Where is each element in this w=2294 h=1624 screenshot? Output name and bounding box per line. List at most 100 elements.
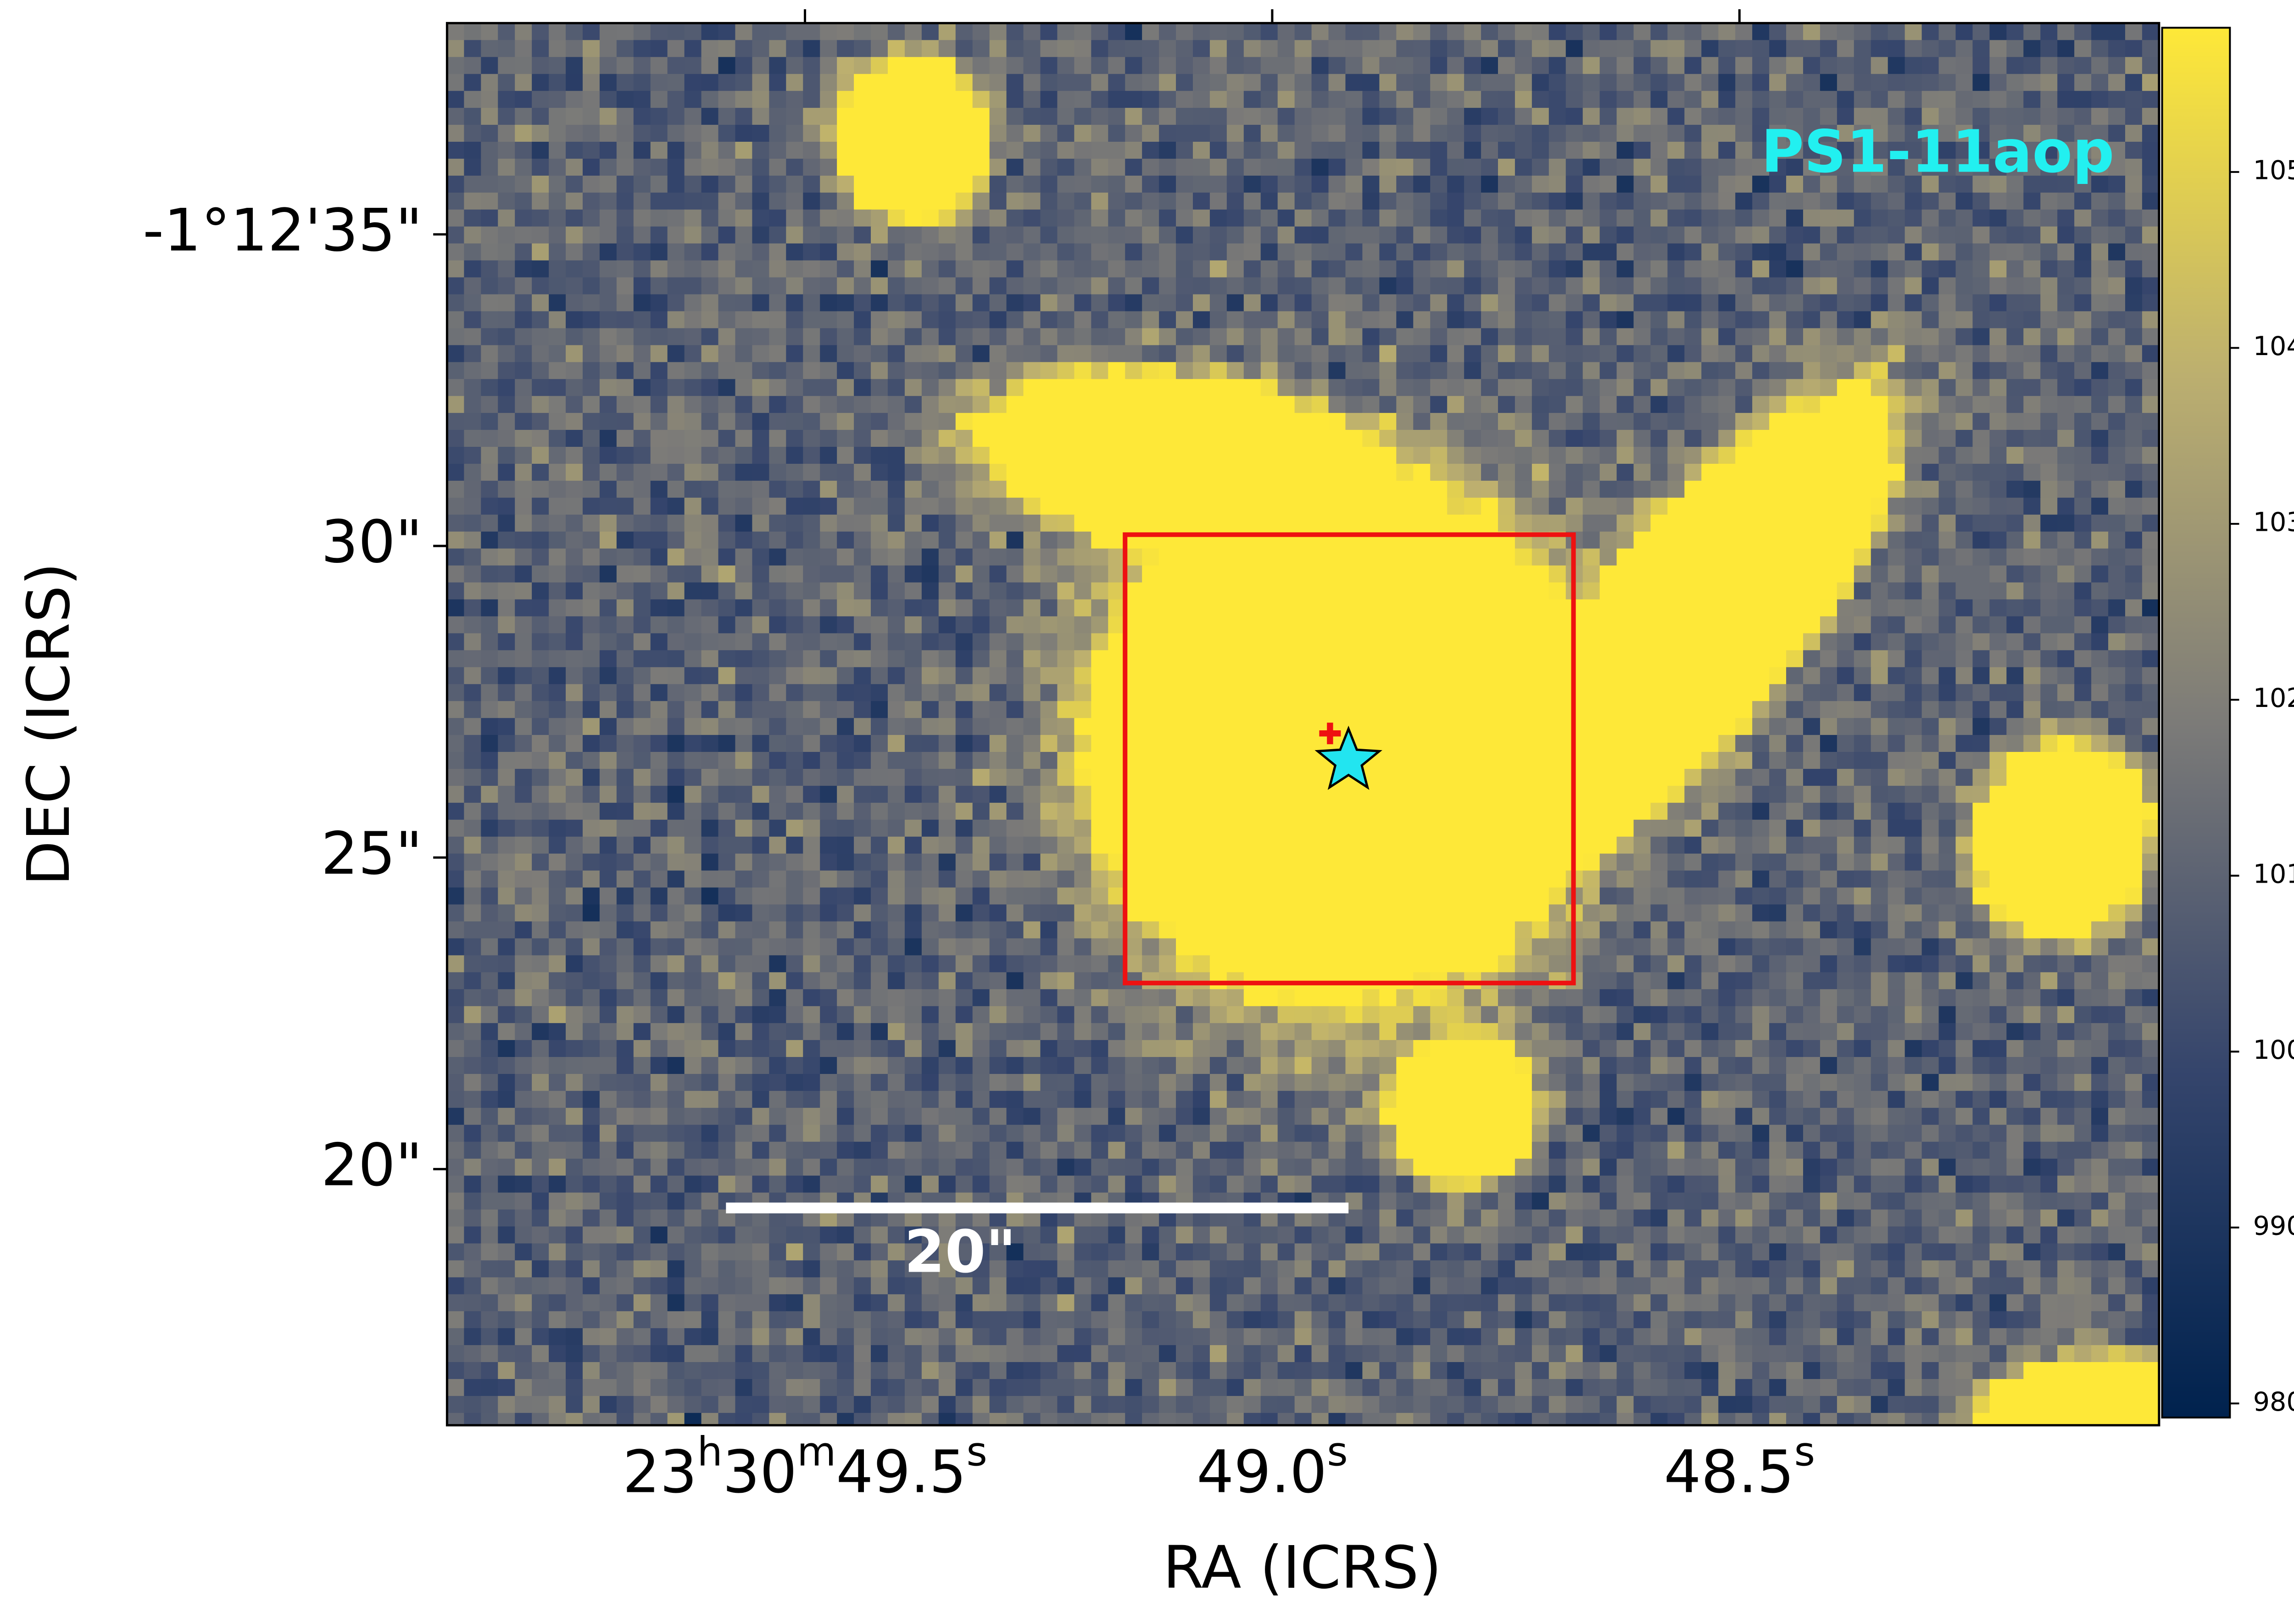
image-pixel — [667, 548, 685, 567]
image-pixel — [887, 582, 906, 601]
image-pixel — [1413, 74, 1431, 92]
image-pixel — [1667, 633, 1686, 651]
image-pixel — [464, 684, 482, 702]
image-pixel — [498, 362, 516, 380]
image-pixel — [1921, 108, 1940, 126]
image-pixel — [1582, 633, 1601, 651]
image-pixel — [1447, 548, 1465, 567]
image-pixel — [650, 599, 668, 617]
image-pixel — [1108, 430, 1126, 448]
image-pixel — [1650, 802, 1669, 821]
image-pixel — [904, 209, 923, 228]
image-pixel — [1243, 108, 1262, 126]
image-pixel — [735, 379, 753, 397]
image-pixel — [718, 396, 736, 414]
image-pixel — [1854, 616, 1872, 634]
image-pixel — [1023, 23, 1041, 41]
image-pixel — [1243, 819, 1262, 838]
image-pixel — [1447, 175, 1465, 194]
image-pixel — [447, 294, 465, 312]
image-pixel — [1498, 497, 1516, 516]
image-pixel — [1786, 91, 1804, 109]
image-pixel — [921, 752, 940, 770]
image-pixel — [1904, 362, 1923, 380]
image-pixel — [1006, 633, 1025, 651]
image-pixel — [955, 141, 974, 160]
image-pixel — [1396, 158, 1414, 177]
image-pixel — [854, 599, 872, 617]
image-pixel — [2006, 802, 2024, 821]
image-pixel — [1972, 802, 1991, 821]
image-pixel — [684, 294, 702, 312]
image-pixel — [786, 91, 804, 109]
image-pixel — [447, 277, 465, 295]
image-pixel — [1633, 582, 1652, 601]
image-pixel — [1345, 23, 1364, 41]
image-pixel — [566, 650, 584, 668]
image-pixel — [921, 243, 940, 261]
image-pixel — [1091, 480, 1109, 499]
image-pixel — [837, 616, 855, 634]
image-pixel — [1786, 497, 1804, 516]
image-pixel — [904, 718, 923, 736]
image-pixel — [1396, 294, 1414, 312]
image-pixel — [1430, 768, 1448, 787]
image-pixel — [667, 667, 685, 685]
image-pixel — [1582, 768, 1601, 787]
image-pixel — [1464, 226, 1482, 245]
image-pixel — [1514, 497, 1533, 516]
image-pixel — [1616, 345, 1635, 363]
image-pixel — [1667, 430, 1686, 448]
image-pixel — [938, 91, 957, 109]
image-pixel — [2108, 480, 2126, 499]
image-pixel — [1023, 209, 1041, 228]
image-pixel — [1209, 582, 1228, 601]
image-pixel — [1379, 158, 1398, 177]
image-pixel — [1379, 345, 1398, 363]
image-pixel — [1328, 362, 1347, 380]
image-pixel — [1904, 74, 1923, 92]
image-pixel — [515, 430, 533, 448]
image-pixel — [1345, 294, 1364, 312]
image-pixel — [837, 260, 855, 278]
image-pixel — [2074, 599, 2092, 617]
image-pixel — [1972, 277, 1991, 295]
image-pixel — [1565, 311, 1584, 329]
image-pixel — [1972, 599, 1991, 617]
image-pixel — [854, 667, 872, 685]
image-pixel — [1040, 785, 1058, 804]
image-pixel — [769, 599, 787, 617]
image-pixel — [1718, 294, 1736, 312]
image-pixel — [515, 345, 533, 363]
image-pixel — [1260, 23, 1279, 41]
image-pixel — [1345, 311, 1364, 329]
image-pixel — [1972, 294, 1991, 312]
image-pixel — [803, 548, 821, 567]
image-pixel — [1684, 802, 1703, 821]
image-pixel — [803, 260, 821, 278]
image-pixel — [684, 243, 702, 261]
image-pixel — [955, 616, 974, 634]
image-pixel — [887, 141, 906, 160]
image-pixel — [837, 413, 855, 431]
image-pixel — [684, 752, 702, 770]
image-pixel — [1921, 74, 1940, 92]
image-pixel — [1192, 599, 1211, 617]
image-pixel — [854, 718, 872, 736]
image-pixel — [1277, 599, 1296, 617]
image-pixel — [921, 548, 940, 567]
image-pixel — [1616, 684, 1635, 702]
image-pixel — [871, 141, 889, 160]
image-pixel — [2108, 23, 2126, 41]
image-pixel — [616, 531, 635, 550]
image-pixel — [2125, 57, 2143, 75]
image-pixel — [498, 667, 516, 685]
image-pixel — [1209, 463, 1228, 482]
image-pixel — [1192, 667, 1211, 685]
image-pixel — [498, 243, 516, 261]
image-pixel — [1888, 277, 1906, 295]
image-pixel — [2040, 430, 2058, 448]
image-pixel — [464, 565, 482, 584]
image-pixel — [1938, 430, 1957, 448]
image-pixel — [1904, 768, 1923, 787]
